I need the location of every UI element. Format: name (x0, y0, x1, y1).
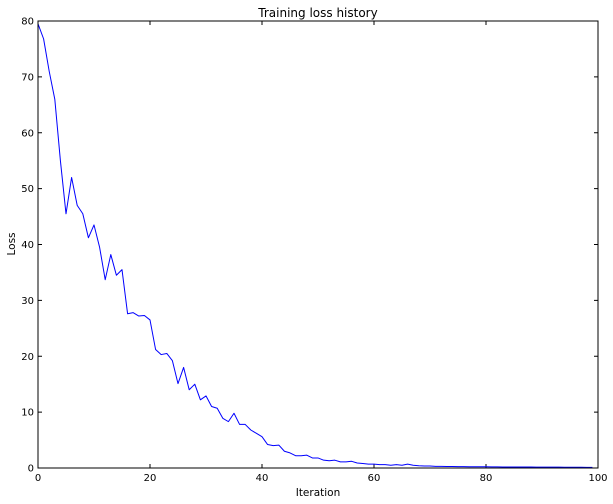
x-tick-label: 0 (35, 473, 41, 484)
x-axis-label: Iteration (296, 487, 341, 499)
x-tick-label: 40 (256, 473, 269, 484)
x-tick-label: 100 (588, 473, 607, 484)
y-tick-label: 10 (21, 408, 34, 419)
y-tick-label: 60 (21, 128, 34, 139)
y-tick-label: 0 (28, 464, 34, 475)
chart-title: Training loss history (257, 6, 377, 20)
plot-area (38, 21, 598, 468)
y-tick-label: 40 (21, 240, 34, 251)
tick-labels: 0 20 40 60 80 100 0 10 20 30 40 50 60 70 80 (21, 17, 607, 485)
y-tick-label: 20 (21, 352, 34, 363)
y-tick-label: 80 (21, 17, 34, 28)
x-tick-label: 20 (144, 473, 157, 484)
x-tick-label: 80 (480, 473, 493, 484)
y-tick-label: 70 (21, 72, 34, 83)
y-tick-label: 50 (21, 184, 34, 195)
y-axis-label: Loss (6, 232, 18, 255)
plot-frame (37, 20, 599, 469)
loss-series-line (37, 23, 593, 468)
y-tick-label: 30 (21, 296, 34, 307)
x-tick-label: 60 (368, 473, 381, 484)
